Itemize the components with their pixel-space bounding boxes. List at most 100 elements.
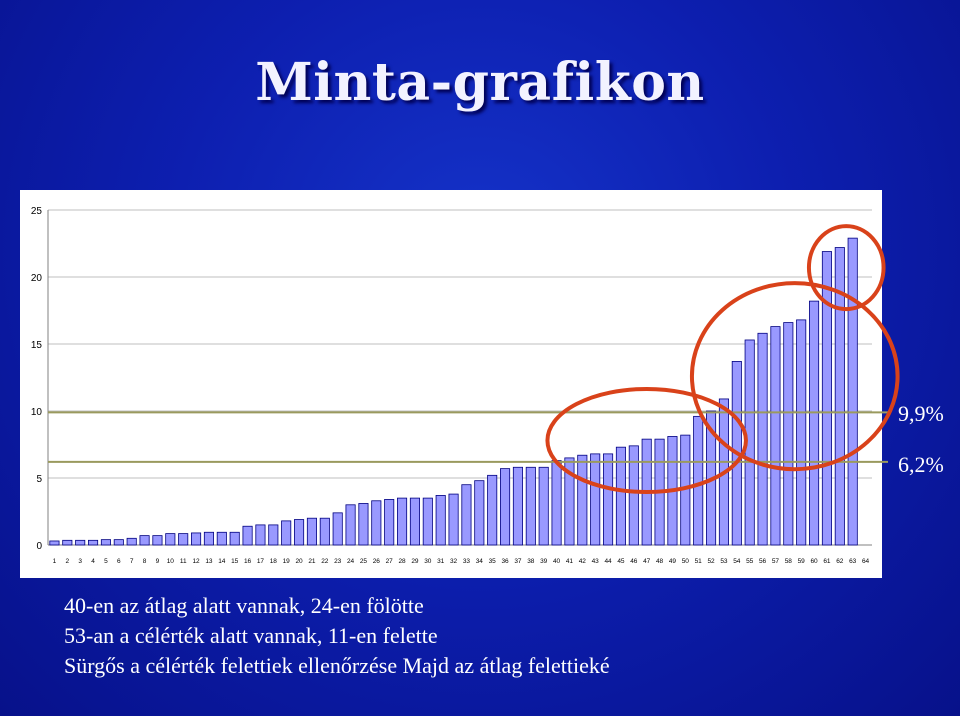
bar [242,525,253,546]
x-tick-label: 62 [836,558,844,565]
bar [319,517,330,546]
bar [358,503,369,546]
x-tick-label: 14 [218,558,226,565]
bar [731,361,742,546]
x-tick-label: 18 [270,558,278,565]
bar [680,434,691,546]
x-tick-label: 60 [810,558,818,565]
notes: 40-en az átlag alatt vannak, 24-en fölöt… [64,591,610,681]
bar [512,466,523,546]
y-tick-label: 10 [31,407,43,418]
x-tick-label: 16 [244,558,252,565]
x-tick-label: 8 [143,558,147,565]
bar [654,438,665,546]
x-tick-label: 49 [669,558,677,565]
bar [538,466,549,546]
x-tick-label: 34 [476,558,484,565]
bar [49,540,60,546]
x-tick-label: 54 [733,558,741,565]
bar [628,445,639,546]
y-tick-label: 20 [31,273,43,284]
x-tick-label: 40 [553,558,561,565]
x-tick-label: 64 [862,558,870,565]
x-tick-label: 29 [411,558,419,565]
note-line: 53-an a célérték alatt vannak, 11-en fel… [64,623,438,648]
bar [847,237,858,546]
bar [139,535,150,546]
bar [165,533,176,546]
slide-title: Minta-grafikon [255,52,705,113]
x-tick-label: 37 [514,558,522,565]
bar [332,512,343,546]
bar [603,453,614,546]
x-tick-label: 15 [231,558,239,565]
x-tick-label: 17 [257,558,265,565]
bar [306,517,317,546]
bar [783,322,794,546]
x-tick-label: 50 [682,558,690,565]
x-tick-label: 26 [373,558,381,565]
bar [294,519,305,546]
bar [693,415,704,546]
x-tick-label: 28 [398,558,406,565]
bar-chart: 0 5 10 15 20 25 1 2 3 4 5 6 7 8 9 10 11 12 13 14 15 16 17 18 19 2… [20,190,882,578]
x-tick-label: 44 [604,558,612,565]
bar [821,251,832,546]
bar [667,436,678,546]
x-tick-label: 36 [501,558,509,565]
bar [551,460,562,546]
bar [371,500,382,546]
x-tick-label: 46 [630,558,638,565]
bar [75,539,86,546]
note-line: 40-en az átlag alatt vannak, 24-en fölöt… [64,593,424,618]
x-tick-label: 3 [78,558,82,565]
x-tick-label: 13 [205,558,213,565]
bar [809,300,820,546]
y-tick-label: 5 [36,474,42,485]
y-tick-label: 0 [36,541,42,552]
bar [268,524,279,546]
bar [126,537,137,546]
x-tick-label: 53 [720,558,728,565]
x-tick-label: 19 [283,558,291,565]
bar [435,495,446,546]
x-tick-label: 51 [695,558,703,565]
x-tick-label: 27 [386,558,394,565]
bar [229,531,240,546]
bar [397,497,408,546]
x-tick-label: 35 [489,558,497,565]
bar [718,398,729,546]
x-tick-label: 43 [592,558,600,565]
bar [345,504,356,546]
x-tick-label: 47 [643,558,651,565]
bar [577,454,588,546]
x-tick-label: 41 [566,558,574,565]
x-tick-label: 63 [849,558,857,565]
x-tick-label: 10 [167,558,175,565]
bar [281,520,292,546]
x-tick-label: 61 [823,558,831,565]
bar [88,539,99,546]
bar [152,535,163,546]
bar [409,497,420,546]
bar [422,497,433,546]
bar [474,480,485,546]
bar [590,453,601,546]
reference-label-lower: 6,2% [898,452,944,477]
bar [191,532,202,546]
x-tick-label: 58 [785,558,793,565]
x-tick-label: 9 [156,558,160,565]
x-tick-label: 6 [117,558,121,565]
x-tick-label: 1 [53,558,57,565]
x-tick-label: 39 [540,558,548,565]
bar [834,247,845,546]
bar [744,339,755,546]
bar [448,493,459,546]
x-tick-label: 25 [360,558,368,565]
bar [564,457,575,546]
x-tick-label: 7 [130,558,134,565]
x-tick-label: 48 [656,558,664,565]
bar [500,468,511,546]
bar [641,438,652,546]
